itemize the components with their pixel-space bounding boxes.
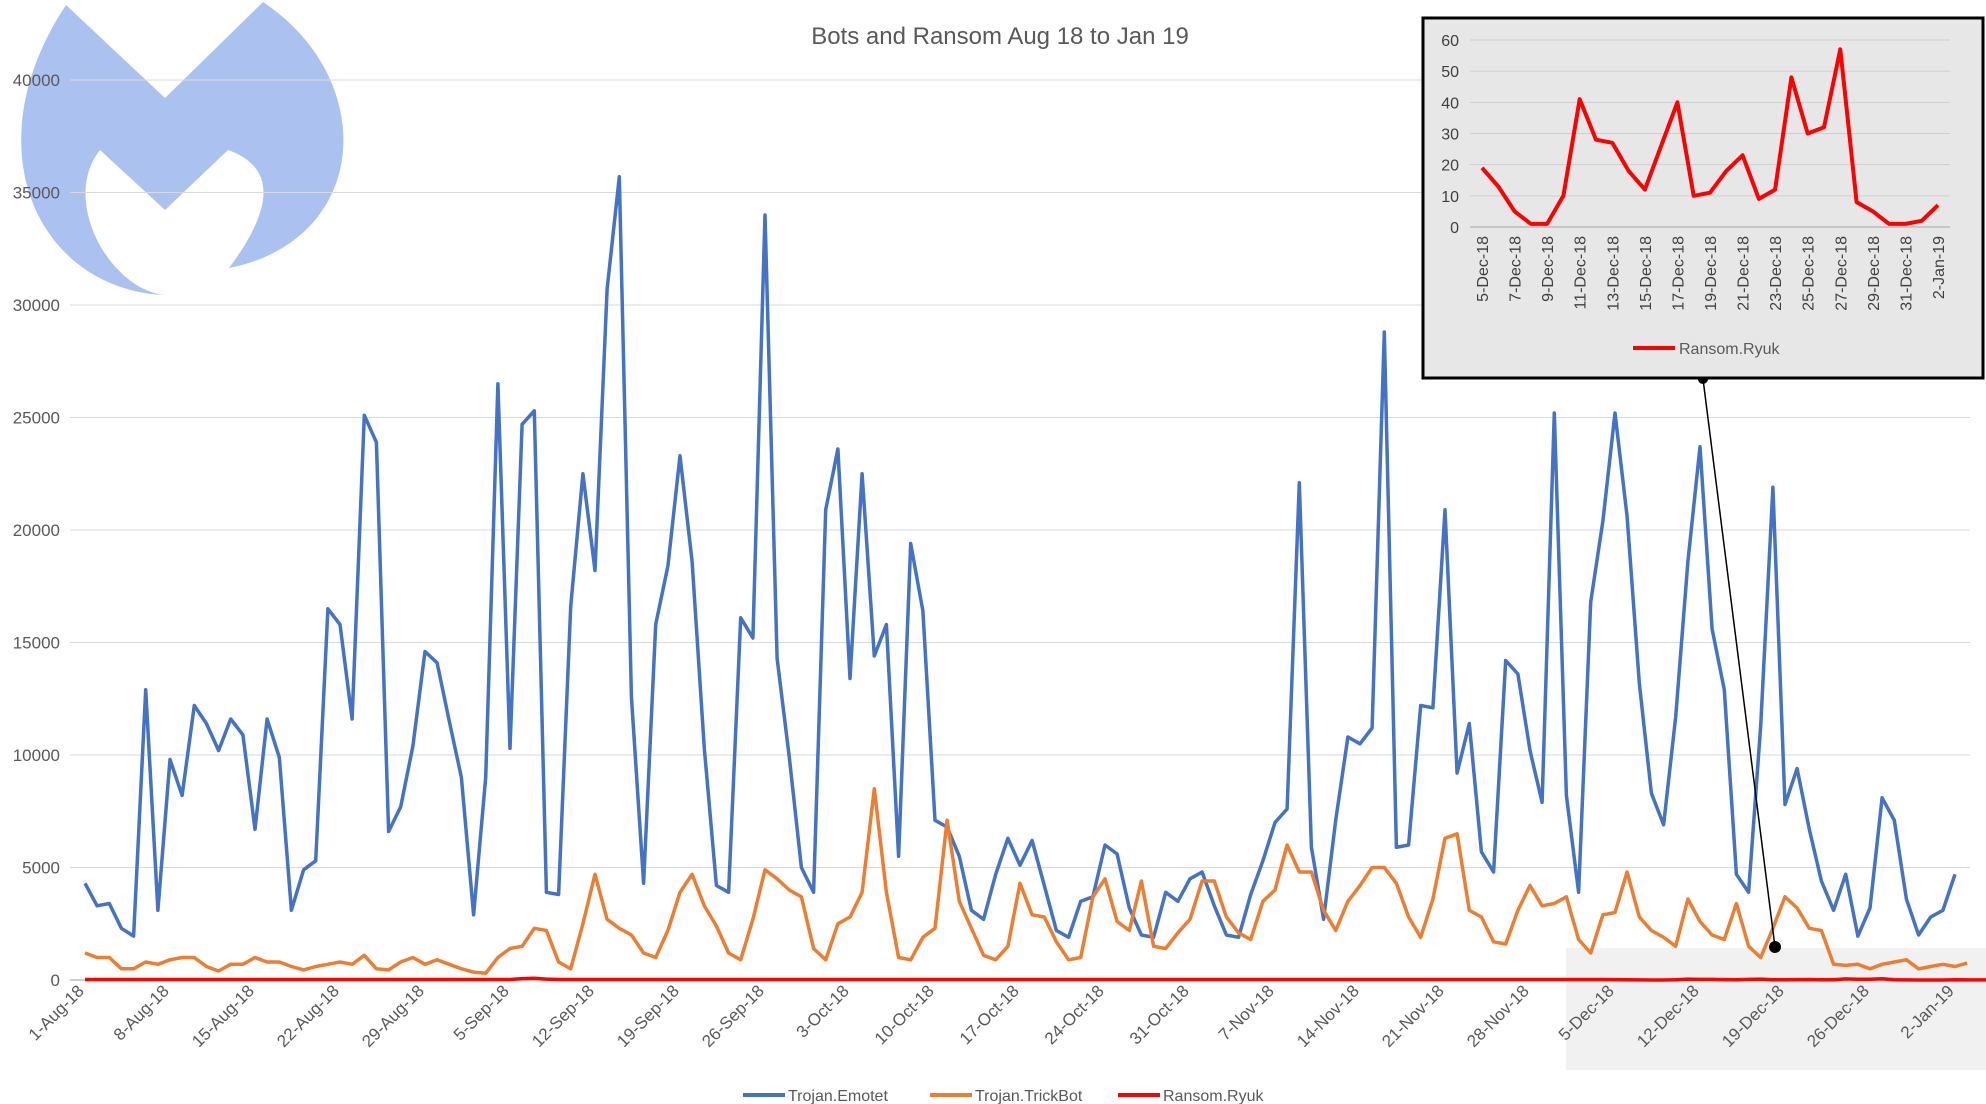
x-tick-label: 3-Oct-18 (793, 981, 853, 1041)
x-tick-label: 29-Aug-18 (358, 981, 428, 1051)
x-tick-label: 14-Nov-18 (1293, 981, 1363, 1051)
y-tick-label: 35000 (13, 184, 60, 203)
x-tick-label: 10-Oct-18 (871, 981, 938, 1048)
x-tick-label: 21-Nov-18 (1378, 981, 1448, 1051)
chart-title: Bots and Ransom Aug 18 to Jan 19 (811, 23, 1189, 50)
x-tick-label: 24-Oct-18 (1041, 981, 1108, 1048)
legend: Trojan.Emotet Trojan.TrickBot Ransom.Ryuk (743, 1088, 1264, 1104)
x-tick-label: 7-Nov-18 (1215, 981, 1278, 1044)
x-tick-label: 19-Sep-18 (613, 981, 683, 1051)
x-tick-label: 31-Oct-18 (1126, 981, 1193, 1048)
series-line-trojan-emotet (83, 175, 1957, 940)
series-line-trojan-trickbot (84, 787, 1968, 976)
y-tick-label: 20000 (13, 521, 60, 540)
y-tick-label: 30000 (13, 296, 60, 315)
x-tick-label: 8-Aug-18 (110, 981, 173, 1044)
legend-label: Ransom.Ryuk (1163, 1088, 1264, 1104)
legend-label: Trojan.Emotet (788, 1088, 888, 1104)
y-tick-label: 0 (51, 971, 60, 990)
y-tick-label: 5000 (22, 859, 60, 878)
malwarebytes-logo-icon (21, 2, 344, 295)
x-tick-label: 5-Sep-18 (450, 981, 513, 1044)
x-tick-label: 26-Sep-18 (698, 981, 768, 1051)
x-tick-label: 12-Sep-18 (528, 981, 598, 1051)
series-line-ransom-ryuk (85, 976, 1986, 982)
x-tick-label: 17-Oct-18 (956, 981, 1023, 1048)
series-lines (83, 175, 1986, 982)
x-tick-label: 15-Aug-18 (188, 981, 258, 1051)
y-tick-label: 10000 (13, 746, 60, 765)
grid-lines (70, 79, 1970, 868)
legend-label: Trojan.TrickBot (975, 1088, 1083, 1104)
x-tick-label: 1-Aug-18 (25, 981, 88, 1044)
x-tick-label: 22-Aug-18 (273, 981, 343, 1051)
y-axis-ticks: 0 5000 10000 15000 20000 25000 30000 35000 40000 (13, 71, 60, 990)
y-tick-label: 15000 (13, 634, 60, 653)
y-tick-label: 25000 (13, 409, 60, 428)
y-tick-label: 40000 (13, 71, 60, 90)
x-tick-label: 28-Nov-18 (1463, 981, 1533, 1051)
